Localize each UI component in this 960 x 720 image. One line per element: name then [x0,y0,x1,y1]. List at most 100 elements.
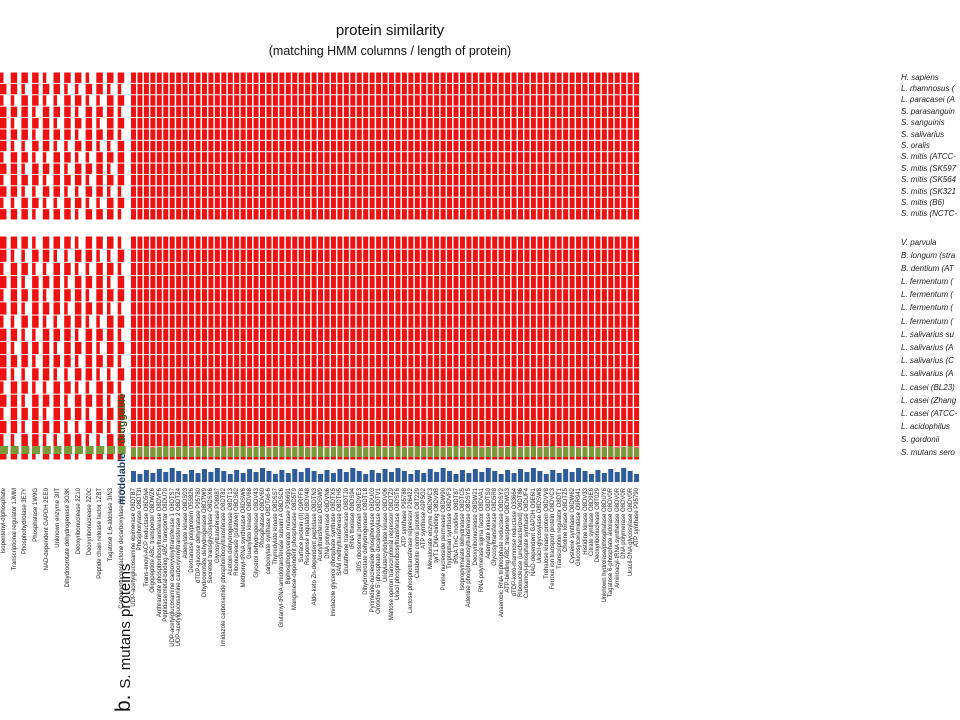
heat-cell [601,106,607,118]
heat-cell [614,341,620,355]
heat-cell [634,249,640,262]
heat-cell [408,434,414,447]
heat-cell [53,434,57,447]
heat-cell [505,341,511,355]
heat-cell [518,328,523,341]
druggable-cell [266,448,272,457]
druggable-cell [234,447,240,457]
heat-cell [195,341,201,355]
heat-cell [530,434,536,447]
heat-cell [53,420,60,434]
heat-cell [253,249,259,262]
heat-cell [53,315,57,328]
heat-cell [447,197,453,209]
heat-cell [479,95,485,106]
heat-cell [576,72,582,83]
heat-cell [176,407,182,420]
heat-cell [21,72,28,83]
heat-cell [169,72,175,83]
heat-cell [260,118,265,129]
heat-cell [150,186,156,197]
heat-cell [298,381,304,394]
heat-cell [311,315,317,328]
heat-cell [131,420,136,434]
heat-cell [576,249,582,262]
heat-cell [324,302,330,315]
druggable-cell [518,448,523,457]
heat-cell [595,140,601,152]
heat-cell [311,368,317,381]
modelable-cell [530,468,536,482]
heat-cell [53,152,60,163]
heat-cell [305,152,311,163]
heat-cell [330,197,336,209]
heat-cell [260,394,265,407]
modelable-cell [588,474,594,482]
heat-cell [621,140,627,152]
heat-cell [189,276,195,289]
heat-cell [447,341,453,355]
heat-cell [285,209,291,220]
heat-cell [363,129,369,140]
heat-cell [85,106,93,118]
heat-cell [576,236,582,249]
heat-cell [260,315,265,328]
modelable-cell [563,469,569,482]
heat-cell [266,289,272,302]
heat-cell [511,83,517,95]
panel-label: b. S. mutans proteins [112,564,136,712]
heat-cell [459,355,465,368]
heat-cell [537,249,543,262]
heat-cell [143,315,149,328]
heat-cell [634,197,640,209]
heat-cell [131,328,136,341]
heat-cell [318,381,324,394]
heat-cell [543,420,549,434]
heat-cell [279,368,285,381]
heat-cell [227,174,233,186]
heat-cell [350,83,356,95]
heat-cell [247,434,253,447]
heat-cell [137,186,143,197]
heat-cell [492,249,498,262]
heat-cell [363,434,369,447]
heat-cell [260,341,265,355]
heat-cell [32,106,36,118]
heat-cell [595,152,601,163]
heat-cell [137,95,143,106]
heat-cell [150,328,156,341]
heat-cell [537,341,543,355]
heat-cell [543,276,549,289]
heat-cell [53,72,60,83]
heat-cell [143,140,149,152]
heat-cell [408,118,414,129]
heat-cell [169,174,175,186]
heat-cell [588,152,594,163]
heat-cell [576,341,582,355]
heat-cell [272,341,278,355]
modelable-cell [627,471,633,482]
heat-cell [266,394,272,407]
heat-cell [550,262,556,276]
heat-cell [189,106,195,118]
heat-cell [330,289,336,302]
heat-cell [156,407,162,420]
heat-cell [42,368,50,381]
heat-cell [42,315,47,328]
heat-cell [169,407,175,420]
heat-cell [260,276,265,289]
heat-cell [64,106,71,118]
heat-cell [518,434,523,447]
heat-cell [356,420,362,434]
heat-cell [150,197,156,209]
heat-cell [195,420,201,434]
heat-cell [427,83,433,95]
heat-cell [498,236,504,249]
heat-cell [330,163,336,174]
heat-cell [337,407,343,420]
heat-cell [447,420,453,434]
heat-cell [0,83,7,95]
heat-cell [414,394,420,407]
organism-label: V. parvula [901,237,937,247]
heat-cell [479,368,485,381]
